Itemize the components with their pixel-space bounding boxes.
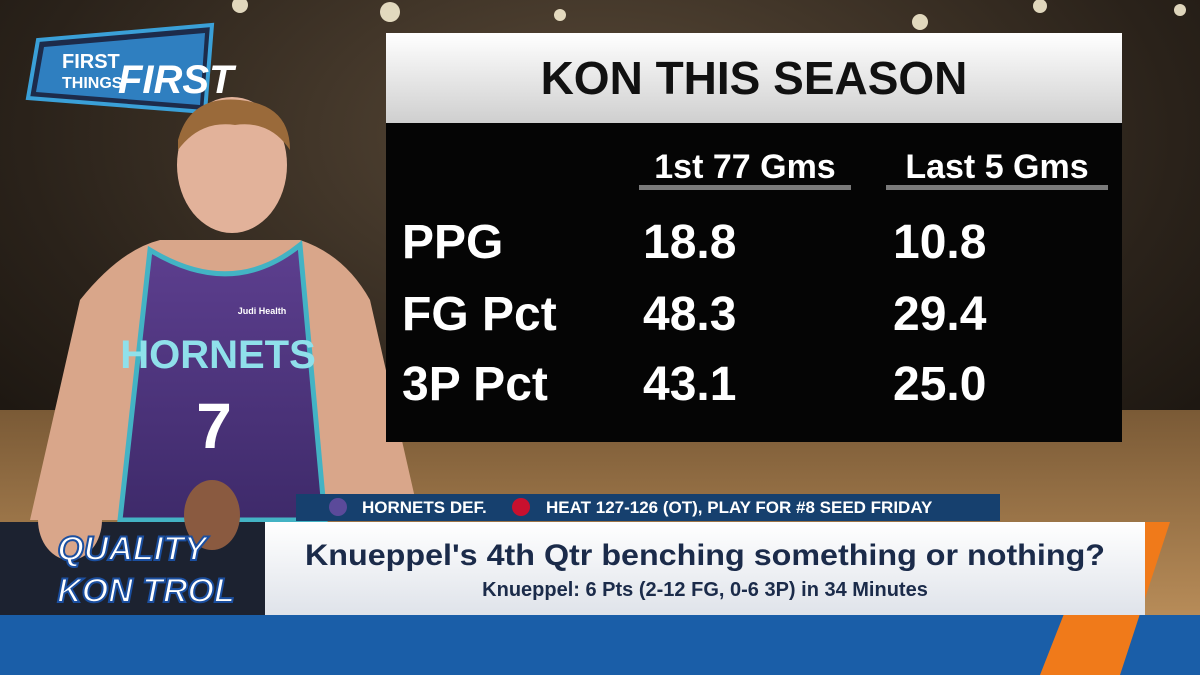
table-title: KON THIS SEASON	[541, 52, 968, 104]
segment-badge: QUALITY KON TROL	[0, 480, 265, 615]
hornets-icon	[329, 498, 347, 516]
ticker-bar	[296, 494, 1000, 521]
stat-value: 25.0	[893, 358, 986, 411]
player-image: HORNETS 7 Judi Health	[30, 97, 420, 523]
logo-text: FIRST	[62, 51, 120, 73]
show-logo: FIRST THINGS FIRST	[25, 22, 237, 115]
ticker-text: HEAT 127-126 (OT), PLAY FOR #8 SEED FRID…	[546, 498, 933, 517]
logo-text: FIRST	[118, 58, 237, 102]
stat-value: 48.3	[643, 288, 736, 341]
headline: Knueppel's 4th Qtr benching something or…	[305, 539, 1105, 572]
table-body	[386, 123, 1122, 442]
bottom-band	[0, 615, 1200, 675]
row-label: FG Pct	[402, 288, 557, 341]
jersey-sponsor: Judi Health	[238, 306, 287, 316]
stat-value: 18.8	[643, 216, 736, 269]
stat-table: KON THIS SEASON 1st 77 Gms Last 5 Gms PPG 1…	[386, 33, 1122, 442]
column-header: 1st 77 Gms	[654, 148, 835, 186]
badge-text: QUALITY	[57, 530, 210, 568]
heat-icon	[512, 498, 530, 516]
arena-lights	[232, 0, 1186, 30]
stat-value: 10.8	[893, 216, 986, 269]
subline: Knueppel: 6 Pts (2-12 FG, 0-6 3P) in 34 …	[482, 579, 928, 601]
column-underline	[639, 185, 851, 190]
column-underline	[886, 185, 1108, 190]
jersey-number: 7	[196, 390, 232, 462]
table-header	[386, 33, 1122, 123]
stat-value: 43.1	[643, 358, 736, 411]
row-label: 3P Pct	[402, 358, 548, 411]
logo-text: THINGS	[62, 75, 123, 92]
column-header: Last 5 Gms	[905, 148, 1088, 186]
headline-bar	[265, 522, 1145, 615]
badge-text: KON TROL	[57, 572, 235, 610]
row-label: PPG	[402, 216, 503, 269]
stat-value: 29.4	[893, 288, 987, 341]
ticker-team: HORNETS DEF.	[362, 498, 487, 517]
jersey-name: HORNETS	[120, 333, 316, 377]
